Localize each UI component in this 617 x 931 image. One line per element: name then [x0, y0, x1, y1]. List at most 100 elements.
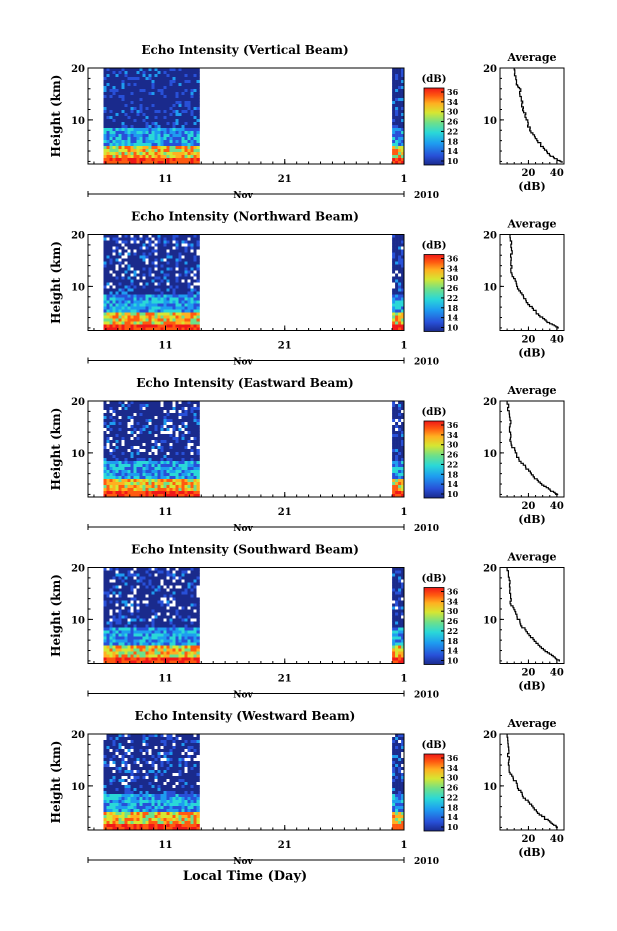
heatmap-cell: [133, 149, 137, 153]
heatmap-cell: [181, 288, 185, 292]
heatmap-cell: [166, 276, 170, 280]
heatmap-cell: [181, 252, 185, 256]
heatmap-cell: [115, 570, 119, 574]
heatmap-cell: [163, 639, 167, 643]
heatmap-cell: [142, 464, 146, 468]
heatmap-cell: [196, 285, 200, 289]
heatmap-cell: [169, 639, 173, 643]
heatmap-cell: [184, 315, 188, 319]
heatmap-cell: [187, 158, 191, 162]
heatmap-cell: [169, 464, 173, 468]
heatmap-cell: [142, 654, 146, 658]
heatmap-cell: [401, 158, 405, 162]
heatmap-cell: [398, 297, 402, 301]
heatmap-cell: [398, 660, 402, 664]
heatmap-cell: [196, 431, 200, 435]
heatmap-cell: [148, 300, 152, 304]
heatmap-cell: [139, 95, 143, 99]
heatmap-cell: [145, 624, 149, 628]
heatmap-cell: [154, 276, 158, 280]
heatmap-cell: [124, 279, 128, 283]
heatmap-cell: [181, 240, 185, 244]
heatmap-cell: [130, 71, 134, 75]
heatmap-cell: [401, 630, 405, 634]
heatmap-cell: [181, 110, 185, 114]
heatmap-cell: [115, 149, 119, 153]
heatmap-cell: [145, 570, 149, 574]
heatmap-cell: [115, 137, 119, 141]
heatmap-cell: [103, 258, 107, 262]
heatmap-cell: [115, 494, 119, 498]
heatmap-cell: [181, 237, 185, 241]
heatmap-cell: [148, 306, 152, 310]
heatmap-cell: [401, 591, 405, 595]
heatmap-cell: [151, 455, 155, 459]
heatmap-cell: [148, 479, 152, 483]
heatmap-cell: [139, 594, 143, 598]
heatmap-cell: [157, 600, 161, 604]
heatmap-cell: [193, 125, 197, 129]
heatmap-cell: [115, 86, 119, 90]
heatmap-cell: [136, 137, 140, 141]
heatmap-cell: [118, 276, 122, 280]
heatmap-cell: [130, 125, 134, 129]
heatmap-cell: [395, 252, 399, 256]
heatmap-cell: [121, 104, 125, 108]
heatmap-cell: [160, 113, 164, 117]
heatmap-cell: [196, 609, 200, 613]
heatmap-cell: [115, 437, 119, 441]
heatmap-cell: [136, 467, 140, 471]
heatmap-cell: [145, 494, 149, 498]
heatmap-cell: [395, 419, 399, 423]
heatmap-cell: [163, 461, 167, 465]
heatmap-cell: [139, 101, 143, 105]
heatmap-cell: [196, 573, 200, 577]
heatmap-cell: [142, 657, 146, 661]
heatmap-cell: [151, 627, 155, 631]
heatmap-cell: [106, 603, 110, 607]
heatmap-cell: [398, 461, 402, 465]
heatmap-cell: [184, 119, 188, 123]
heatmap-cell: [160, 309, 164, 313]
heatmap-cell: [172, 255, 176, 259]
heatmap-cell: [157, 437, 161, 441]
heatmap-cell: [184, 410, 188, 414]
heatmap-cell: [112, 419, 116, 423]
heatmap-cell: [118, 68, 122, 72]
heatmap-cell: [181, 660, 185, 664]
heatmap-cell: [115, 476, 119, 480]
heatmap-cell: [148, 422, 152, 426]
heatmap-cell: [139, 633, 143, 637]
heatmap-cell: [401, 149, 405, 153]
heatmap-cell: [127, 261, 131, 265]
heatmap-cell: [103, 473, 107, 477]
heatmap-cell: [130, 243, 134, 247]
heatmap-cell: [187, 92, 191, 96]
heatmap-cell: [139, 125, 143, 129]
heatmap-cell: [154, 303, 158, 307]
heatmap-cell: [124, 95, 128, 99]
heatmap-cell: [157, 113, 161, 117]
heatmap-cell: [151, 282, 155, 286]
heatmap-cell: [160, 92, 164, 96]
heatmap-cell: [398, 80, 402, 84]
heatmap-cell: [172, 636, 176, 640]
heatmap-cell: [166, 618, 170, 622]
heatmap-cell: [112, 434, 116, 438]
heatmap-cell: [190, 119, 194, 123]
heatmap-cell: [115, 249, 119, 253]
heatmap-cell: [160, 594, 164, 598]
heatmap-cell: [190, 437, 194, 441]
heatmap-cell: [148, 630, 152, 634]
heatmap-cell: [166, 297, 170, 301]
heatmap-cell: [169, 434, 173, 438]
heatmap-cell: [196, 146, 200, 150]
heatmap-cell: [121, 624, 125, 628]
heatmap-cell: [163, 243, 167, 247]
heatmap-cell: [121, 437, 125, 441]
heatmap-cell: [142, 428, 146, 432]
heatmap-cell: [115, 419, 119, 423]
heatmap-cell: [395, 651, 399, 655]
heatmap-cell: [193, 416, 197, 420]
heatmap-cell: [133, 600, 137, 604]
